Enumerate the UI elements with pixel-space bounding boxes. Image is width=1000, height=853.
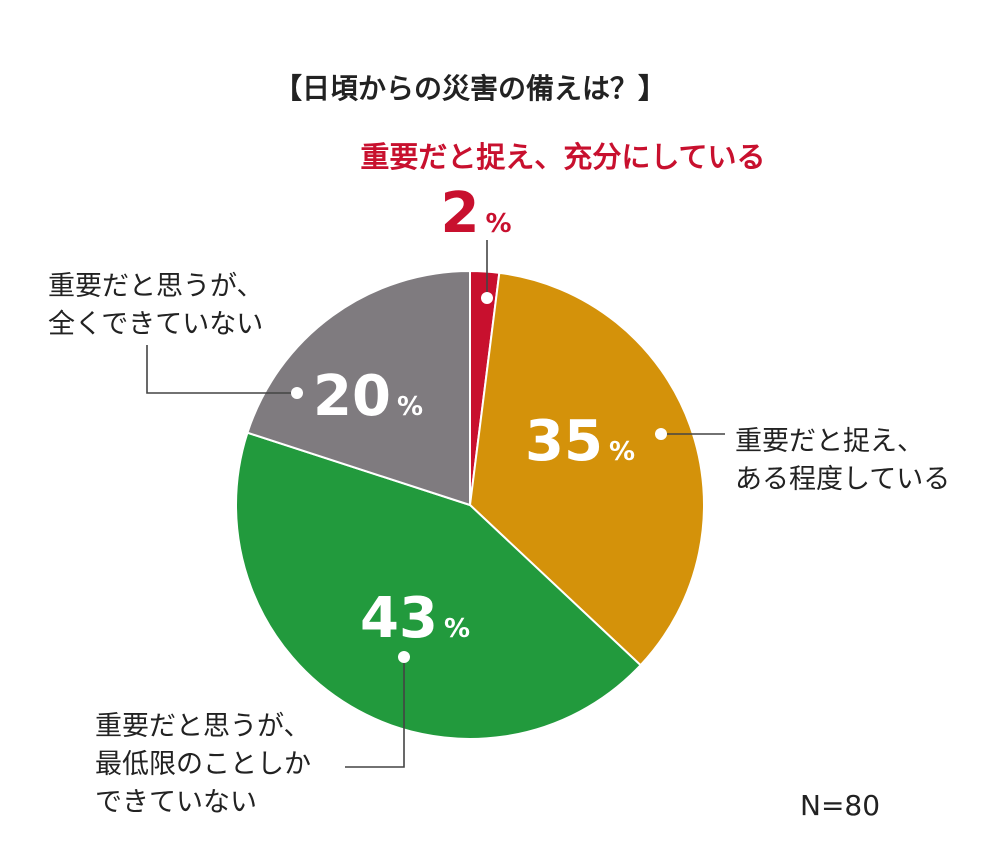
leader-lines [146, 240, 725, 768]
value-label-fully-prepared: 2% [440, 181, 511, 246]
pie-slice-somewhat-prepared [468, 271, 705, 667]
value-label-somewhat-prepared: 35% [525, 409, 635, 474]
pie-slice-minimal-prepared [235, 431, 642, 740]
category-label-minimal-prepared: 重要だと思うが、最低限のことしかできていない [95, 711, 311, 818]
leader-line-minimal-prepared [345, 657, 405, 768]
leader-dot-minimal-prepared [398, 651, 410, 663]
value-label-not-prepared: 20% [313, 364, 423, 429]
slice-labels: 2 % 重要だと捉え、充分にしている 35% 重要だと捉え、ある程度している 43 % 重要だ… [48, 140, 950, 818]
leader-line-not-prepared [146, 345, 297, 394]
value-label-minimal-prepared: 43% [360, 586, 470, 651]
category-label-not-prepared: 重要だと思うが、全くできていない [48, 271, 263, 340]
chart-title: 【日頃からの災害の備えは？】 [274, 72, 666, 105]
leader-dot-not-prepared [291, 387, 303, 399]
sample-size-note: N=80 [800, 789, 880, 822]
category-label-somewhat-prepared: 重要だと捉え、ある程度している [735, 426, 950, 495]
pie-slices [235, 269, 705, 740]
pie-slice-not-prepared [246, 269, 471, 507]
leader-dot-fully-prepared [481, 292, 493, 304]
leader-dot-somewhat-prepared [655, 428, 667, 440]
category-label-fully-prepared: 重要だと捉え、充分にしている [360, 140, 765, 174]
